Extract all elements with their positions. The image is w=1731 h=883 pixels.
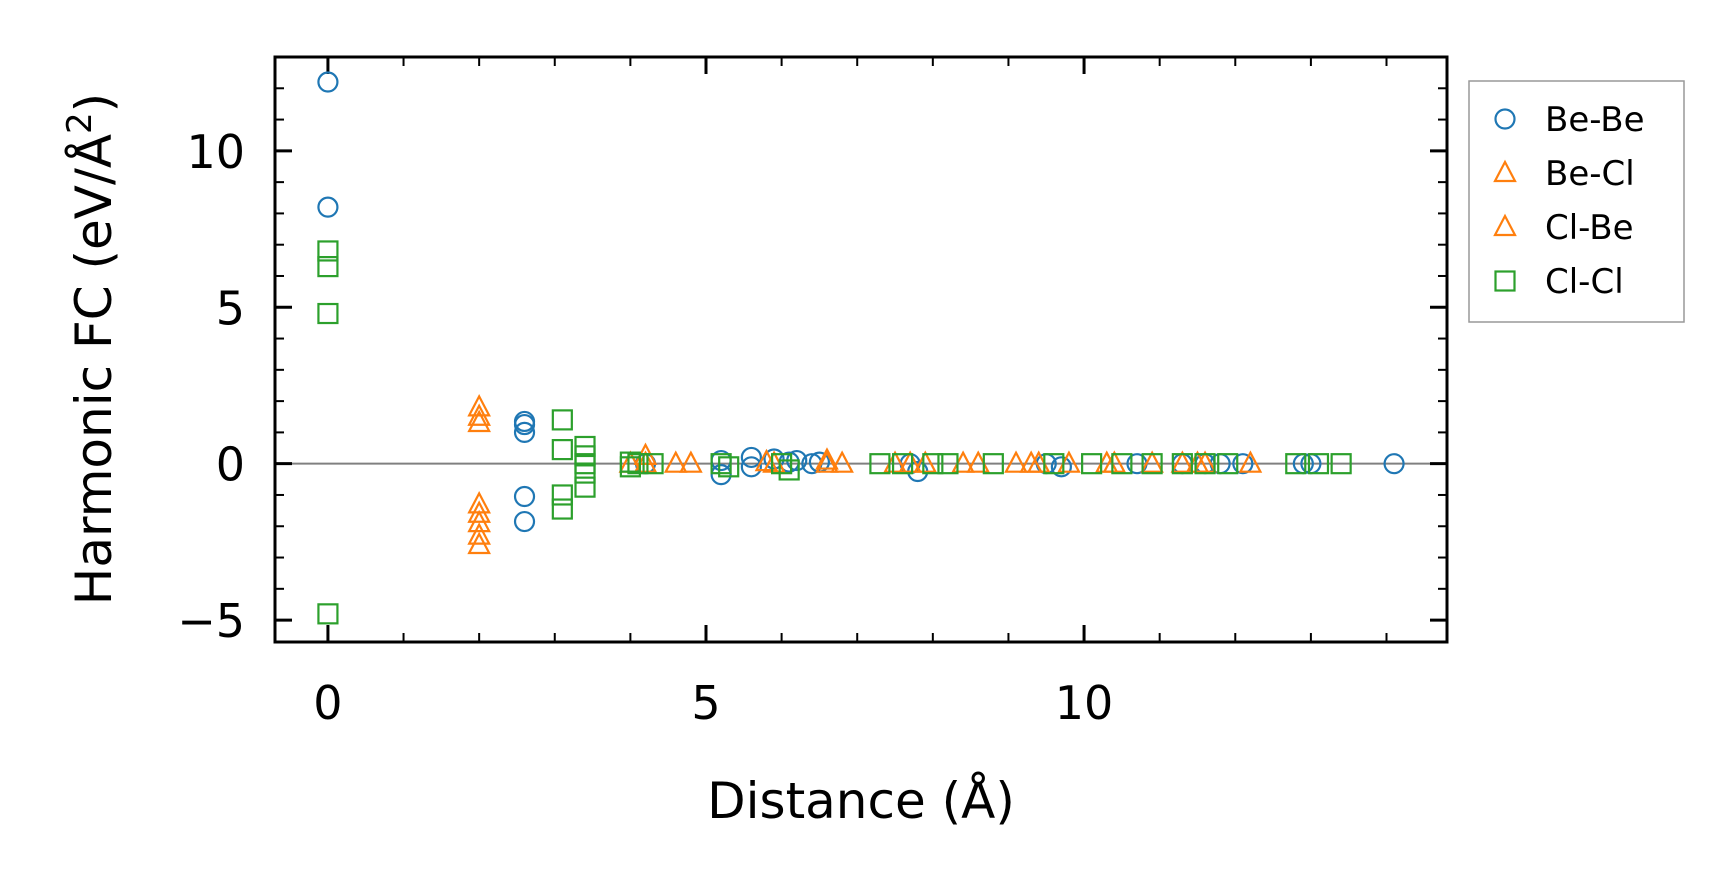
point-be-be [317,71,339,93]
point-be-cl [898,450,922,473]
point-cl-cl [771,453,793,475]
point-cl-cl [922,453,944,475]
major-ticks [275,57,1447,642]
point-cl-cl [551,409,573,431]
point-be-cl [467,394,491,417]
x-tick-label-1: 5 [691,676,720,730]
point-cl-cl [551,484,573,506]
point-cl-cl [1141,453,1163,475]
legend-label-be-cl: Be-Cl [1545,154,1635,194]
data-points [317,71,1405,625]
point-be-cl [1238,450,1263,473]
y-tick-label-3: 10 [186,125,245,179]
point-be-cl [467,500,491,523]
legend-markers [1493,108,1517,292]
plot-frame [273,55,1449,644]
x-tick-label-0: 0 [313,676,342,730]
series-cl-cl [317,240,1352,625]
legend: Be-Be Be-Cl Cl-Be Cl-Cl [1468,80,1685,323]
point-cl-cl [627,453,649,475]
y-axis-label-close: ) [65,93,123,113]
point-cl-cl [317,302,339,325]
point-cl-cl [1111,453,1133,475]
y-axis-label: Harmonic FC (eV/Å2) [60,93,123,605]
point-cl-cl [1043,453,1065,475]
x-axis-label: Distance (Å) [707,772,1015,830]
point-cl-cl [1307,453,1330,475]
point-cl-cl [1081,453,1103,475]
point-cl-cl [574,476,596,498]
point-be-cl [679,450,703,473]
legend-marker-be-cl [1493,159,1517,183]
point-be-cl [467,522,491,545]
point-cl-cl [1217,453,1239,475]
point-be-cl [467,403,491,426]
point-cl-cl [937,453,959,475]
point-cl-cl [778,459,800,481]
legend-label-be-be: Be-Be [1545,100,1645,140]
legend-label-cl-cl: Cl-Cl [1545,262,1624,302]
y-axis-label-main: Harmonic FC (eV/Å [65,134,123,605]
point-cl-cl [317,603,339,625]
point-cl-cl [1171,453,1193,475]
point-cl-cl [1285,453,1307,475]
plot-background [275,57,1447,642]
point-be-cl [663,450,688,473]
point-be-be [1383,453,1405,475]
point-be-cl [815,447,839,470]
point-cl-cl [551,498,573,520]
legend-marker-cl-be [1493,213,1517,237]
point-be-cl [1140,450,1164,473]
point-be-be [1050,456,1072,478]
point-be-be [513,510,536,533]
legend-frame [1468,80,1685,323]
point-cl-cl [891,453,914,475]
point-be-cl [467,409,491,433]
x-tick-label-2: 10 [1055,676,1114,730]
point-cl-cl [317,255,339,278]
point-cl-cl [869,453,891,475]
y-tick-label-0: −5 [177,594,245,648]
point-cl-cl [1330,453,1352,475]
point-cl-cl [574,462,596,484]
y-tick-label-1: 0 [216,438,245,492]
y-tick-label-2: 5 [216,281,245,335]
point-cl-be [815,450,839,473]
point-cl-be [1102,450,1127,473]
point-be-cl [830,450,854,473]
point-cl-cl [551,439,573,461]
point-be-cl [1004,450,1028,473]
point-cl-cl [317,240,339,262]
y-axis-label-superscript: 2 [60,112,100,134]
point-be-be [1232,453,1254,475]
point-cl-cl [1194,453,1216,475]
legend-marker-cl-cl [1494,270,1516,292]
y-tick-labels: −5 0 5 10 [177,125,245,648]
point-cl-cl [718,456,740,478]
point-be-be [513,485,536,508]
x-tick-labels: 0 5 10 [313,676,1113,730]
point-be-be [710,464,732,486]
point-be-be [513,421,536,444]
point-cl-cl [642,453,664,475]
point-be-cl [913,450,938,473]
point-cl-cl [710,453,732,475]
point-be-be [317,196,339,218]
point-be-be [513,413,536,436]
point-be-be [763,448,785,470]
point-be-cl [467,509,491,533]
point-be-be [740,456,762,478]
point-cl-cl [982,453,1004,475]
point-cl-cl [619,456,641,478]
point-cl-be [1019,450,1043,473]
point-be-cl [1170,450,1195,473]
legend-label-cl-be: Cl-Be [1545,208,1634,248]
point-be-cl [467,531,491,555]
legend-marker-be-be [1494,108,1516,130]
point-be-be [740,446,762,469]
